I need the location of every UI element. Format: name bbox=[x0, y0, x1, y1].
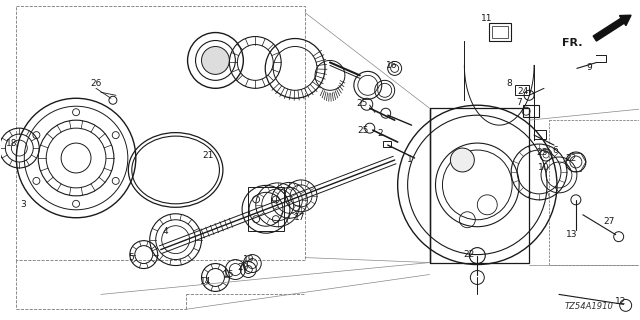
Bar bbox=[492, 26, 508, 37]
Text: 14: 14 bbox=[200, 277, 211, 286]
Text: 6: 6 bbox=[552, 146, 558, 155]
Text: 16: 16 bbox=[386, 61, 397, 70]
Bar bbox=[248, 188, 284, 231]
Bar bbox=[549, 120, 640, 265]
Text: 11: 11 bbox=[481, 14, 492, 23]
Text: 5: 5 bbox=[128, 253, 134, 262]
Bar bbox=[523, 105, 539, 117]
Circle shape bbox=[202, 46, 229, 74]
Text: 1: 1 bbox=[407, 156, 413, 164]
Text: 25: 25 bbox=[356, 99, 367, 108]
Text: 2: 2 bbox=[377, 129, 383, 138]
Text: 22: 22 bbox=[565, 154, 577, 163]
Text: 21: 21 bbox=[203, 150, 214, 160]
Text: 23: 23 bbox=[536, 148, 548, 156]
Text: 8: 8 bbox=[506, 79, 512, 88]
Bar bbox=[515, 85, 529, 95]
Circle shape bbox=[451, 148, 474, 172]
Text: 18: 18 bbox=[6, 139, 17, 148]
Text: 19: 19 bbox=[243, 255, 254, 264]
Text: 3: 3 bbox=[20, 200, 26, 209]
Text: TZ54A1910: TZ54A1910 bbox=[564, 302, 613, 311]
Text: 7: 7 bbox=[516, 98, 522, 107]
Text: 4: 4 bbox=[163, 227, 168, 236]
Bar bbox=[17, 6, 305, 260]
Text: 26: 26 bbox=[90, 79, 102, 88]
Text: 13: 13 bbox=[566, 230, 578, 239]
Text: 9: 9 bbox=[586, 63, 592, 72]
Text: 17: 17 bbox=[294, 213, 306, 222]
Text: 27: 27 bbox=[603, 217, 614, 226]
Text: 12: 12 bbox=[615, 297, 627, 306]
Bar bbox=[489, 23, 511, 41]
Text: 20: 20 bbox=[237, 263, 249, 272]
Text: 15: 15 bbox=[223, 270, 234, 279]
Bar bbox=[429, 108, 529, 262]
Text: FR.: FR. bbox=[562, 37, 582, 47]
Bar bbox=[534, 130, 546, 139]
FancyArrow shape bbox=[593, 15, 631, 41]
Text: 24: 24 bbox=[518, 87, 529, 96]
Text: 22: 22 bbox=[464, 250, 475, 259]
Text: 10: 10 bbox=[538, 164, 550, 172]
Text: 25: 25 bbox=[357, 126, 369, 135]
Bar bbox=[383, 141, 390, 147]
